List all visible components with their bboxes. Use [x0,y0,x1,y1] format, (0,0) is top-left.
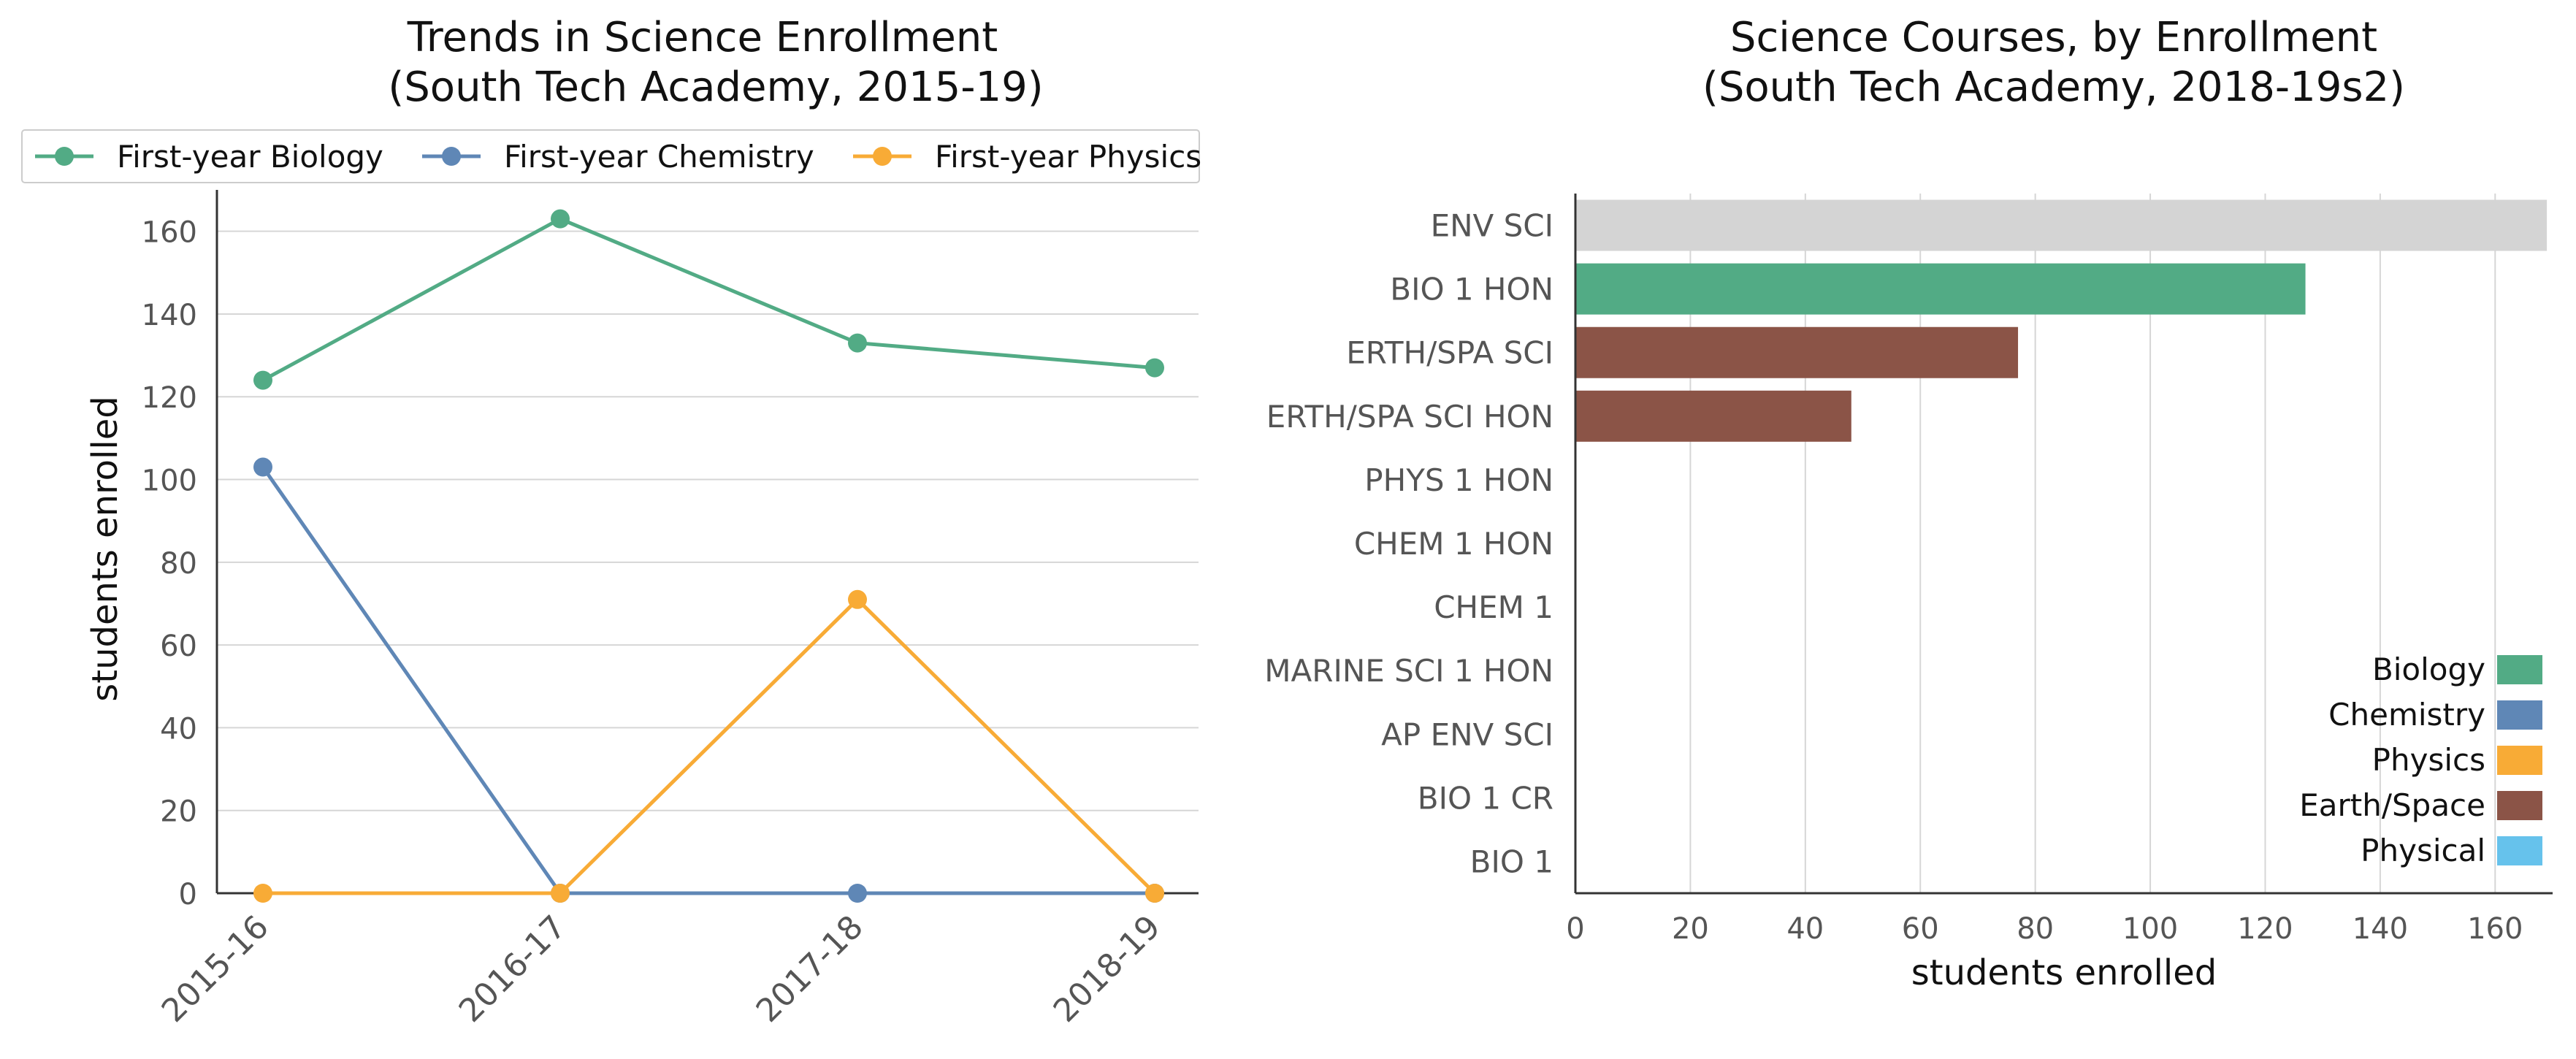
y-tick-label: 60 [160,630,197,663]
legend-label: First-year Biology [117,139,383,175]
y-tick-label: 100 [142,464,197,498]
y-tick-label: 0 [179,878,197,911]
chart-title: Trends in Science Enrollment [407,14,998,61]
y-tick-label: 140 [142,299,197,332]
y-tick-label: 40 [160,712,197,746]
series-line [261,466,1155,895]
x-tick-label: 0 [1566,912,1584,946]
x-tick-label: 20 [1672,912,1709,946]
data-point [848,333,867,353]
category-label: PHYS 1 HON [1364,462,1553,498]
legend-label: First-year Chemistry [504,139,814,175]
data-point [253,370,272,390]
bar [1575,263,2306,315]
legend-swatch [2497,700,2542,730]
legend-label: Biology [2372,651,2485,687]
legend-marker [55,147,74,166]
data-point [1145,884,1164,903]
category-label: CHEM 1 [1434,589,1553,625]
x-tick-label: 2015-16 [155,909,276,1030]
legend-label: First-year Physics [935,139,1201,175]
legend-marker [873,147,892,166]
bar [1575,326,2019,378]
category-label: ERTH/SPA SCI HON [1266,399,1553,435]
x-axis-label: students enrolled [1911,952,2217,993]
chart-subtitle: (South Tech Academy, 2018-19s2) [1702,64,2405,111]
legend-swatch [2497,836,2542,865]
x-tick-label: 40 [1786,912,1824,946]
data-point [253,884,272,903]
category-label: CHEM 1 HON [1354,526,1553,562]
series-line [263,597,1156,895]
legend-label: Earth/Space [2299,787,2485,823]
series-line [261,216,1155,382]
category-label: AP ENV SCI [1381,716,1553,752]
legend-label: Physical [2361,833,2485,868]
bar [1575,390,1851,442]
data-point [551,884,570,903]
x-tick-label: 2016-17 [452,909,573,1030]
x-tick-label: 80 [2017,912,2054,946]
legend-label: Physics [2372,742,2485,778]
y-tick-label: 160 [142,216,197,250]
data-point [1145,358,1164,378]
data-point [848,589,867,609]
chart-subtitle: (South Tech Academy, 2015-19) [388,64,1043,111]
x-tick-label: 160 [2467,912,2523,946]
legend-label: Chemistry [2328,697,2485,733]
y-tick-label: 120 [142,381,197,415]
y-tick-label: 80 [160,547,197,581]
bar [1575,199,2548,251]
y-tick-label: 20 [160,795,197,829]
legend-box [21,129,1200,183]
category-label: BIO 1 HON [1390,272,1553,307]
chart-title: Science Courses, by Enrollment [1730,14,2377,61]
legend-swatch [2497,791,2542,820]
legend-marker [442,147,461,166]
category-label: BIO 1 [1470,844,1553,879]
data-point [253,457,272,477]
category-label: MARINE SCI 1 HON [1264,653,1553,689]
x-tick-label: 2018-19 [1047,909,1168,1030]
legend-swatch [2497,746,2542,775]
category-label: ERTH/SPA SCI [1346,335,1553,371]
legend-swatch [2497,655,2542,684]
bar-chart: Science Courses, by Enrollment(South Tec… [1264,14,2553,993]
y-axis-label: students enrolled [85,396,126,701]
line-chart: Trends in Science Enrollment(South Tech … [21,14,1201,1030]
x-tick-label: 120 [2237,912,2293,946]
x-tick-label: 60 [1902,912,1939,946]
data-point [551,209,570,229]
x-tick-label: 140 [2353,912,2408,946]
data-point [848,884,867,903]
x-tick-label: 2017-18 [749,909,871,1030]
x-tick-label: 100 [2122,912,2178,946]
category-label: BIO 1 CR [1418,780,1553,816]
category-label: ENV SCI [1431,208,1553,244]
